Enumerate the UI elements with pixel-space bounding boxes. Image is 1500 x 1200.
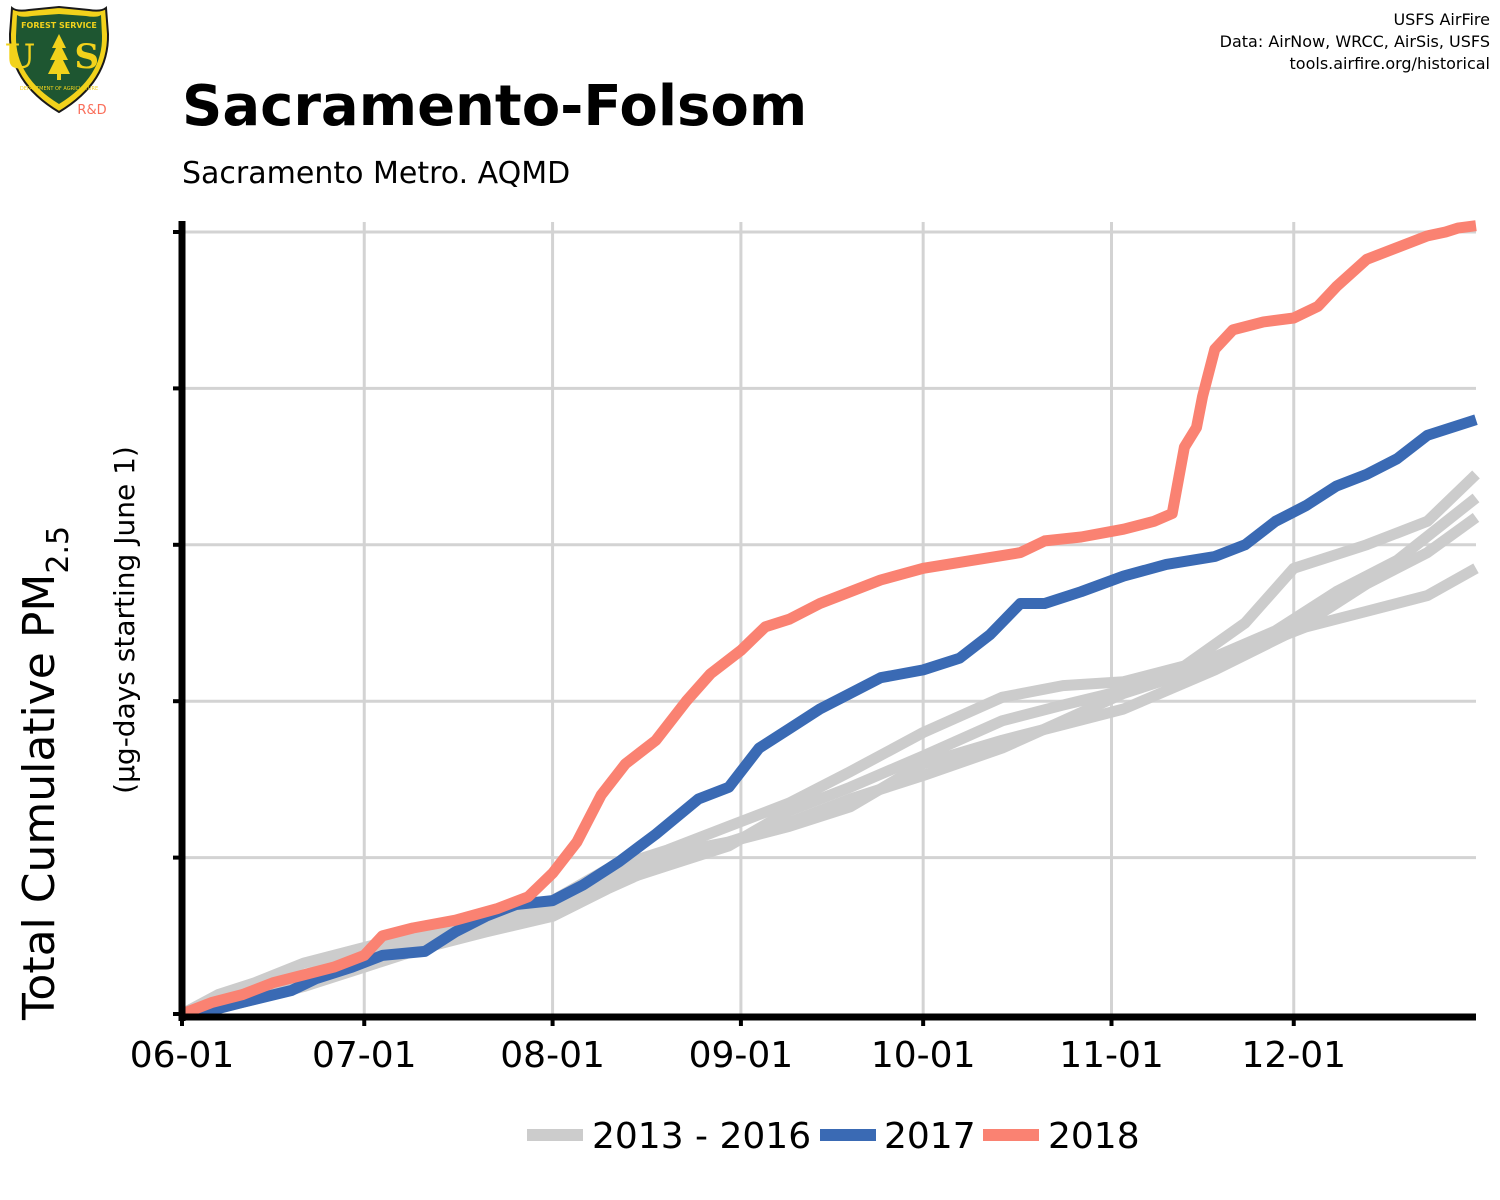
series-line-2018 bbox=[180, 220, 1477, 1020]
legend-label: 2017 bbox=[884, 1116, 976, 1157]
logo-top-text: FOREST SERVICE bbox=[21, 21, 97, 30]
x-tick-label: 07-01 bbox=[312, 1035, 417, 1076]
logo-rd-tag: R&D bbox=[77, 103, 106, 116]
y-axis-units-label: (µg-days starting June 1) bbox=[108, 446, 141, 794]
x-tick-label: 08-01 bbox=[500, 1035, 605, 1076]
series-line-2013_2016 bbox=[180, 470, 1480, 1020]
x-tick-label: 11-01 bbox=[1059, 1035, 1164, 1076]
x-tick-label: 10-01 bbox=[871, 1035, 976, 1076]
credit-data-sources: Data: AirNow, WRCC, AirSis, USFS bbox=[1219, 32, 1490, 51]
y-axis-label-main: Total Cumulative PM bbox=[14, 574, 65, 1021]
legend-label: 2013 - 2016 bbox=[592, 1116, 811, 1157]
y-axis-label: Total Cumulative PM2.5 bbox=[14, 526, 76, 1021]
legend: 2013 - 2016 2017 2018 bbox=[527, 1116, 1140, 1157]
forest-service-shield-logo: FOREST SERVICE U S DEPARTMENT OF AGRICUL… bbox=[6, 5, 110, 116]
logo-bottom-text: DEPARTMENT OF AGRICULTURE bbox=[20, 86, 98, 92]
legend-label: 2018 bbox=[1048, 1116, 1140, 1157]
credit-url: tools.airfire.org/historical bbox=[1289, 54, 1490, 73]
y-axis-label-subscript: 2.5 bbox=[41, 526, 76, 574]
chart-title: Sacramento-Folsom bbox=[182, 74, 808, 139]
x-tick-label: 12-01 bbox=[1241, 1035, 1346, 1076]
credit-airfire: USFS AirFire bbox=[1393, 10, 1490, 29]
series-line-2017 bbox=[181, 414, 1478, 1020]
x-tick-label: 06-01 bbox=[130, 1035, 235, 1076]
x-tick-label: 09-01 bbox=[689, 1035, 794, 1076]
chart-subtitle: Sacramento Metro. AQMD bbox=[182, 156, 571, 191]
